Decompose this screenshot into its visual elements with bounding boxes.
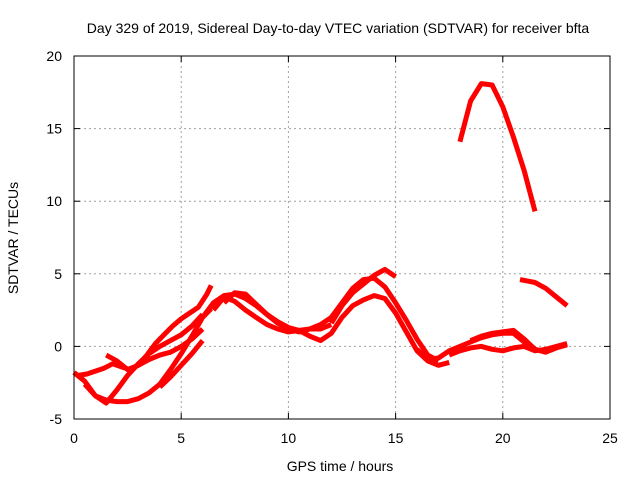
grid (74, 56, 610, 419)
series-arc-11 (448, 341, 568, 358)
series-arc-7 (211, 293, 450, 368)
y-tick-label: 20 (46, 48, 62, 64)
x-tick-label: 20 (495, 430, 511, 446)
y-tick-label: 5 (54, 266, 62, 282)
x-tick-label: 5 (177, 430, 185, 446)
y-axis-label: SDTVAR / TECUs (5, 182, 21, 294)
series-group (72, 81, 569, 406)
series-arc-8 (222, 290, 333, 333)
series-arc-13 (457, 81, 538, 213)
series-arc-12 (469, 327, 537, 352)
x-tick-label: 10 (281, 430, 297, 446)
x-axis-label: GPS time / hours (287, 458, 394, 474)
x-tick-label: 25 (602, 430, 618, 446)
series-arc-5 (158, 339, 205, 389)
series-arc-3 (82, 312, 205, 406)
series-arc-6 (200, 275, 440, 364)
series-arc-9 (329, 266, 398, 325)
plot-frame (73, 55, 611, 420)
x-tick-label: 15 (388, 430, 404, 446)
chart-title: Day 329 of 2019, Sidereal Day-to-day VTE… (87, 20, 590, 36)
y-tick-label: 10 (46, 193, 62, 209)
y-tick-label: 0 (54, 338, 62, 354)
series-arc-4 (105, 327, 205, 373)
x-tick-label: 0 (70, 430, 78, 446)
ticks: 0 5 10 15 20 25 -5 0 5 10 15 20 (46, 48, 618, 446)
y-tick-label: 15 (46, 121, 62, 137)
y-tick-label: -5 (50, 411, 63, 427)
series-arc-14 (519, 277, 569, 308)
